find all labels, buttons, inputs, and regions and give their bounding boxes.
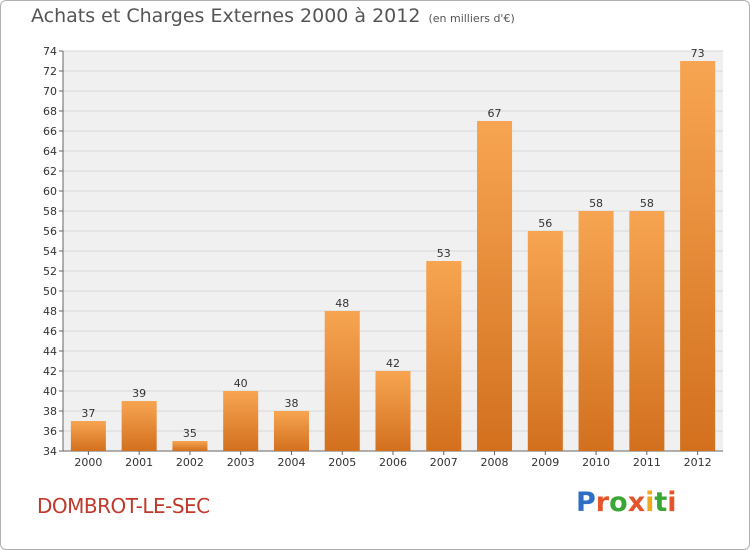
logo-letter: r: [595, 487, 610, 518]
y-tick-label: 68: [43, 105, 57, 118]
x-tick-label: 2010: [582, 456, 610, 469]
y-tick-label: 46: [43, 325, 57, 338]
bar: [273, 411, 309, 451]
logo-letter: P: [576, 487, 596, 518]
bar: [375, 371, 411, 451]
bar-value-label: 39: [132, 387, 146, 400]
y-tick-label: 70: [43, 85, 57, 98]
y-tick-label: 52: [43, 265, 57, 278]
y-tick-label: 34: [43, 445, 57, 458]
bar: [477, 121, 513, 451]
bar: [578, 211, 614, 451]
y-tick-label: 38: [43, 405, 57, 418]
bar-value-label: 48: [335, 297, 349, 310]
bar-value-label: 58: [640, 197, 654, 210]
x-tick-label: 2005: [328, 456, 356, 469]
bar: [629, 211, 665, 451]
y-tick-label: 64: [43, 145, 57, 158]
x-tick-label: 2000: [74, 456, 102, 469]
logo-letter: o: [609, 487, 628, 518]
y-tick-label: 66: [43, 125, 57, 138]
bar: [324, 311, 360, 451]
logo-letter: t: [654, 487, 668, 518]
x-tick-label: 2003: [227, 456, 255, 469]
bar-value-label: 73: [691, 47, 705, 60]
y-tick-label: 56: [43, 225, 57, 238]
y-tick-label: 42: [43, 365, 57, 378]
bar-value-label: 37: [81, 407, 95, 420]
bars: [70, 61, 716, 451]
x-tick-label: 2006: [379, 456, 407, 469]
y-tick-label: 50: [43, 285, 57, 298]
bar-value-label: 56: [538, 217, 552, 230]
bar: [121, 401, 157, 451]
chart-title-unit: (en milliers d'€): [428, 12, 515, 25]
y-tick-label: 44: [43, 345, 57, 358]
bar-value-label: 42: [386, 357, 400, 370]
x-tick-label: 2011: [633, 456, 661, 469]
y-tick-label: 62: [43, 165, 57, 178]
bar: [527, 231, 563, 451]
y-tick-label: 60: [43, 185, 57, 198]
bar: [70, 421, 106, 451]
y-tick-label: 40: [43, 385, 57, 398]
bar: [223, 391, 259, 451]
x-tick-label: 2012: [684, 456, 712, 469]
y-tick-label: 72: [43, 65, 57, 78]
bar-value-label: 40: [234, 377, 248, 390]
y-tick-label: 74: [43, 45, 57, 58]
bar-value-label: 35: [183, 427, 197, 440]
bar: [172, 441, 208, 451]
bar-value-label: 67: [488, 107, 502, 120]
x-tick-label: 2008: [481, 456, 509, 469]
y-tick-label: 54: [43, 245, 57, 258]
labels: 37 39 35 40 38 48 42 53 67 56 58 58 73: [81, 47, 704, 440]
x-tick-label: 2007: [430, 456, 458, 469]
bar: [680, 61, 716, 451]
logo-letter: i: [667, 487, 677, 518]
logo-letter: x: [627, 487, 646, 518]
chart-title: Achats et Charges Externes 2000 à 2012 (e…: [31, 5, 515, 27]
proxiti-logo[interactable]: Proxiti: [576, 487, 677, 518]
y-tick-label: 48: [43, 305, 57, 318]
city-name: DOMBROT-LE-SEC: [37, 494, 210, 518]
axes: 34 36 38 40 42 44 46 48 50 52 54 56 58 60 62 64 66 68 70 72…: [43, 45, 723, 469]
x-tick-label: 2004: [277, 456, 305, 469]
logo-letter: i: [645, 487, 655, 518]
x-tick-label: 2001: [125, 456, 153, 469]
chart-title-main: Achats et Charges Externes 2000 à 2012: [31, 5, 421, 27]
bar-value-label: 58: [589, 197, 603, 210]
y-tick-label: 36: [43, 425, 57, 438]
y-tick-label: 58: [43, 205, 57, 218]
x-tick-label: 2009: [531, 456, 559, 469]
x-tick-label: 2002: [176, 456, 204, 469]
bar-value-label: 38: [284, 397, 298, 410]
bar-value-label: 53: [437, 247, 451, 260]
bar: [426, 261, 462, 451]
